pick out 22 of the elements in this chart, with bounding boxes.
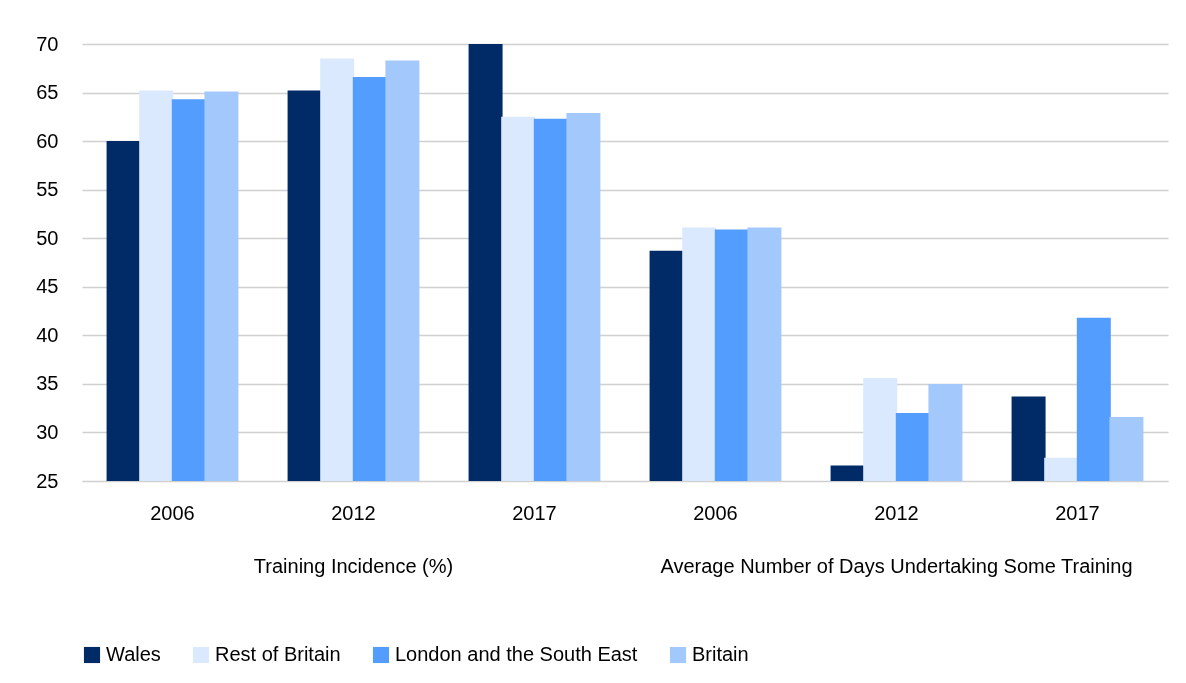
x-tick-label: 2006: [150, 501, 195, 524]
text: Average Number of Days Undertaking Some Training: [660, 555, 1133, 577]
y-tick-label: 70: [36, 32, 59, 55]
legend-label: Britain: [692, 643, 749, 665]
text: Training Incidence (%): [253, 555, 454, 577]
y-tick-label: 50: [36, 226, 59, 249]
x-tick-label: 2017: [512, 501, 557, 524]
y-tick-label: 45: [36, 275, 59, 298]
y-tick-label: 25: [36, 469, 59, 492]
y-tick-label: 60: [36, 129, 59, 152]
y-tick-label: 30: [36, 420, 59, 443]
legend-label: Wales: [106, 643, 161, 665]
legend-label: Rest of Britain: [215, 643, 341, 665]
y-tick-label: 55: [36, 178, 59, 201]
x-tick-label: 2012: [331, 501, 376, 524]
x-tick-label: 2017: [1055, 501, 1100, 524]
y-tick-label: 40: [36, 323, 59, 346]
x-tick-label: 2006: [693, 501, 738, 524]
legend-label: London and the South East: [395, 643, 638, 665]
x-tick-label: 2012: [874, 501, 919, 524]
y-tick-label: 65: [36, 81, 59, 104]
y-tick-label: 35: [36, 372, 59, 395]
